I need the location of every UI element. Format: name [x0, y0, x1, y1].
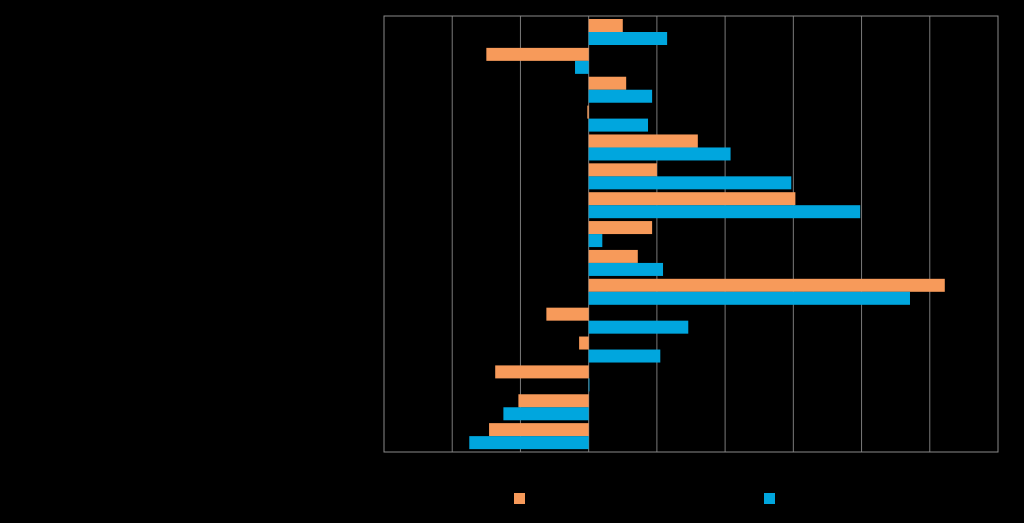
gridlines [451, 16, 931, 452]
bar-series-2-cat-14 [503, 407, 589, 421]
bar-series-2-cat-11 [588, 320, 689, 334]
bar-series-1-cat-4 [587, 105, 589, 119]
bar-series-2-cat-7 [588, 205, 861, 219]
bar-series-2-cat-1 [588, 32, 668, 45]
legend-item-series-1 [514, 493, 525, 504]
bar-series-2-cat-9 [588, 262, 664, 276]
bar-series-1-cat-1 [588, 19, 623, 32]
bar-series-1-cat-9 [588, 249, 638, 263]
bar-series-1-cat-8 [588, 221, 653, 235]
bar-series-2-cat-12 [588, 349, 661, 363]
bar-series-1-cat-15 [489, 423, 589, 437]
legend-item-series-2 [764, 493, 775, 504]
bar-series-2-cat-15 [469, 436, 589, 450]
bar-series-2-cat-4 [588, 118, 649, 132]
bar-series-1-cat-12 [579, 336, 589, 350]
plot-area-frame [383, 15, 999, 453]
bar-series-1-cat-10 [588, 278, 945, 292]
bar-series-2-cat-10 [588, 291, 910, 305]
bar-series-1-cat-3 [588, 76, 627, 90]
bar-series-1-cat-7 [588, 192, 796, 206]
bar-series-2-cat-2 [575, 60, 589, 74]
legend-swatch-series-1 [514, 493, 525, 504]
bars [469, 19, 945, 450]
bar-series-2-cat-3 [588, 89, 653, 103]
bar-series-2-cat-13 [588, 378, 590, 392]
bar-series-2-cat-5 [588, 147, 731, 161]
bar-series-1-cat-13 [495, 365, 589, 379]
bar-series-1-cat-14 [518, 394, 589, 408]
bar-series-1-cat-2 [486, 47, 589, 61]
bar-series-1-cat-6 [588, 163, 657, 177]
bar-series-1-cat-5 [588, 134, 698, 148]
bar-series-2-cat-6 [588, 176, 792, 190]
legend-swatch-series-2 [764, 493, 775, 504]
bar-series-2-cat-8 [588, 234, 603, 248]
bar-series-1-cat-11 [546, 307, 589, 321]
